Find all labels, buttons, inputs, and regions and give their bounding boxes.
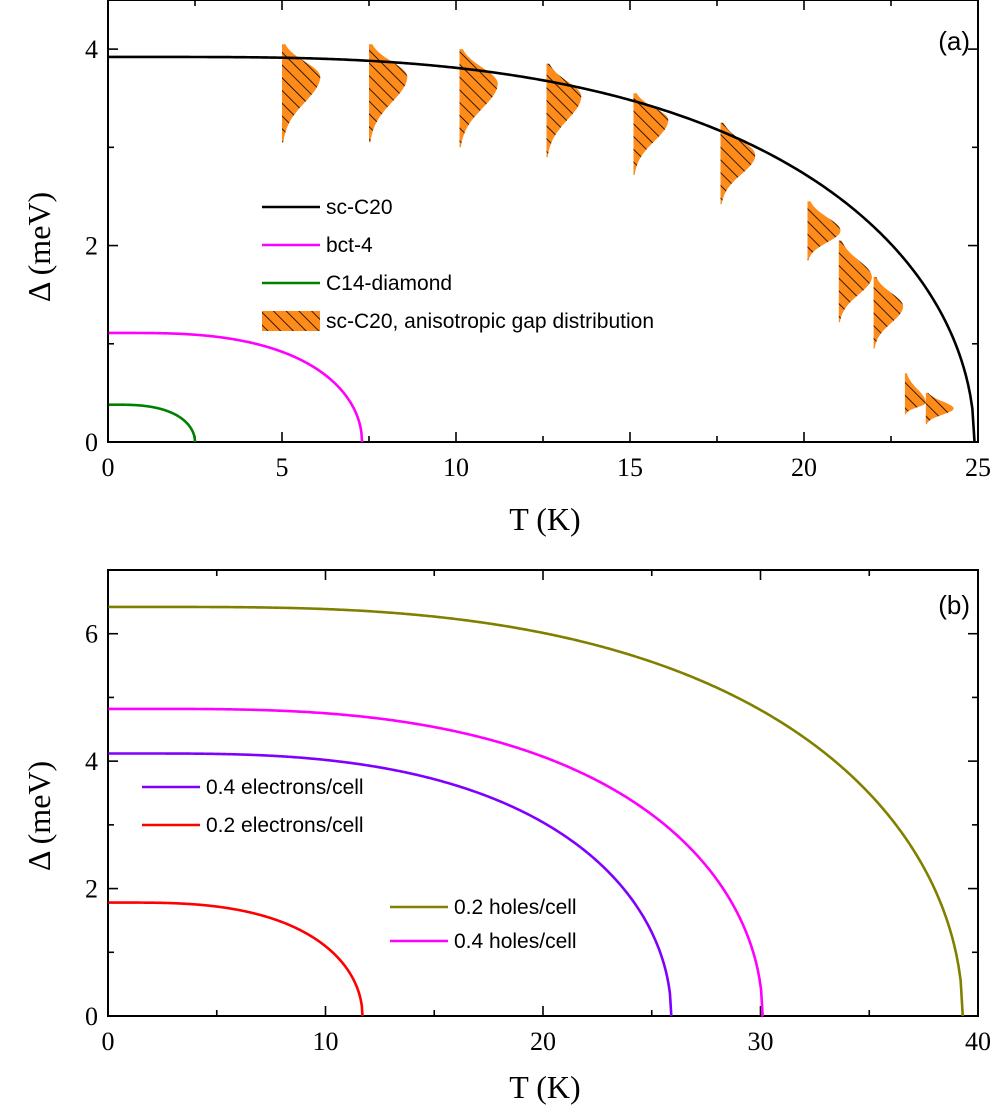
a-plot-frame xyxy=(107,0,979,443)
gap-distribution-6 xyxy=(807,201,841,261)
gap-distribution-5 xyxy=(720,122,756,205)
series-sc-c20 xyxy=(108,55,976,443)
legend-label-sc-c20: sc-C20 xyxy=(326,196,393,219)
panel-a: 0 5 10 15 20 25 0 2 4 (a) T (K) Δ (meV) sc-C20 b… xyxy=(21,0,991,537)
series-0-4-holes-cell xyxy=(108,707,764,1018)
a-x-tick-label: 10 xyxy=(443,453,469,482)
gap-distribution-10 xyxy=(925,392,954,425)
legend-swatch-anisotropic-gap xyxy=(262,311,320,331)
gap-distribution-7 xyxy=(838,240,872,323)
b-x-tick-label: 30 xyxy=(748,1027,774,1056)
series-c14-diamond xyxy=(108,403,197,443)
panel-a-y-axis-title: Δ (meV) xyxy=(21,192,57,302)
series-0-2-electrons-cell xyxy=(108,901,364,1017)
a-y-tick-label: 0 xyxy=(85,428,98,457)
legend-label-02-electrons: 0.2 electrons/cell xyxy=(206,814,364,837)
b-x-tick-label: 20 xyxy=(530,1027,556,1056)
a-y-tick-label: 2 xyxy=(85,232,98,261)
panel-a-x-axis-title: T (K) xyxy=(509,501,580,537)
b-y-tick-label: 4 xyxy=(85,747,98,776)
a-y-tick-label: 4 xyxy=(85,35,98,64)
gap-distribution-0 xyxy=(282,44,321,143)
a-x-tick-label: 25 xyxy=(965,453,991,482)
b-x-tick-label: 10 xyxy=(313,1027,339,1056)
series-0-2-holes-cell xyxy=(108,605,965,1017)
panel-a-plot-area: 0 5 10 15 20 25 0 2 4 xyxy=(85,0,991,482)
panel-b-plot-area: 0 10 20 30 40 0 2 4 6 xyxy=(85,569,991,1056)
a-x-tick-label: 5 xyxy=(276,453,289,482)
series-bct-4 xyxy=(108,331,364,443)
gap-distribution-2 xyxy=(459,49,498,148)
a-x-tick-label: 20 xyxy=(791,453,817,482)
a-gap-distribution xyxy=(282,44,954,425)
legend-label-04-holes: 0.4 holes/cell xyxy=(454,930,577,953)
legend-label-02-holes: 0.2 holes/cell xyxy=(454,896,577,919)
gap-distribution-4 xyxy=(633,93,669,175)
b-y-tick-label: 2 xyxy=(85,875,98,904)
series-0-4-electrons-cell xyxy=(108,752,673,1017)
a-x-tick-label: 0 xyxy=(102,453,115,482)
a-x-tick-label: 15 xyxy=(617,453,643,482)
legend-label-04-electrons: 0.4 electrons/cell xyxy=(206,776,364,799)
b-y-tick-label: 6 xyxy=(85,620,98,649)
legend-label-bct-4: bct-4 xyxy=(326,234,373,257)
gap-distribution-8 xyxy=(873,277,904,349)
panel-a-legend: sc-C20 bct-4 C14-diamond sc-C20, anisotr… xyxy=(262,196,654,333)
gap-distribution-9 xyxy=(904,373,926,415)
legend-label-anisotropic-gap: sc-C20, anisotropic gap distribution xyxy=(326,310,654,333)
legend-label-c14-diamond: C14-diamond xyxy=(326,272,452,295)
b-x-tick-label: 40 xyxy=(965,1027,991,1056)
panel-b-label: (b) xyxy=(938,590,970,620)
panel-a-label: (a) xyxy=(938,26,970,56)
gap-distribution-3 xyxy=(546,63,582,158)
gap-distribution-1 xyxy=(369,44,408,143)
b-x-tick-label: 0 xyxy=(102,1027,115,1056)
panel-b-x-axis-title: T (K) xyxy=(509,1069,580,1105)
panel-b-y-axis-title: Δ (meV) xyxy=(21,761,57,871)
panel-b: 0 10 20 30 40 0 2 4 6 (b) T (K) Δ (meV) 0.4 elec… xyxy=(21,569,991,1105)
b-y-tick-label: 0 xyxy=(85,1002,98,1031)
panel-b-legend: 0.4 electrons/cell 0.2 electrons/cell 0.… xyxy=(142,776,577,953)
